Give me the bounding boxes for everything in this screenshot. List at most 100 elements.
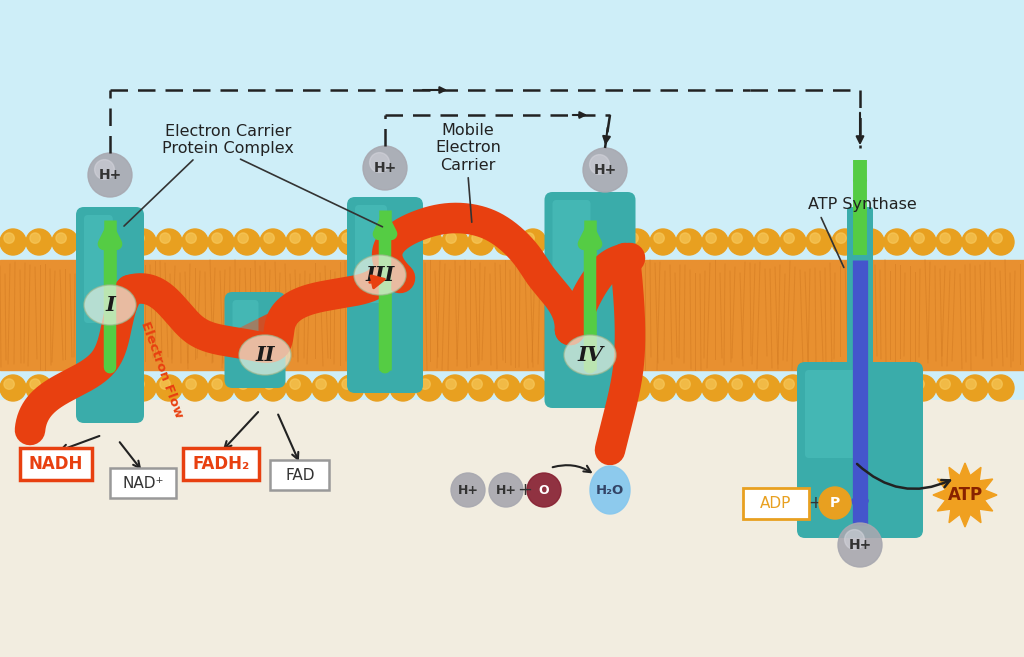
FancyBboxPatch shape bbox=[553, 200, 591, 308]
Circle shape bbox=[598, 229, 624, 255]
Circle shape bbox=[910, 229, 936, 255]
Circle shape bbox=[234, 375, 260, 401]
Circle shape bbox=[4, 379, 14, 390]
Text: H+: H+ bbox=[98, 168, 122, 182]
Text: ATP: ATP bbox=[947, 486, 983, 504]
FancyBboxPatch shape bbox=[84, 215, 113, 323]
Text: FAD: FAD bbox=[286, 468, 314, 482]
Circle shape bbox=[390, 375, 416, 401]
Circle shape bbox=[264, 379, 274, 390]
FancyBboxPatch shape bbox=[20, 448, 92, 480]
Text: H+: H+ bbox=[593, 163, 616, 177]
Text: FADH₂: FADH₂ bbox=[193, 455, 250, 473]
Circle shape bbox=[706, 233, 717, 243]
Circle shape bbox=[654, 379, 665, 390]
Circle shape bbox=[676, 229, 702, 255]
Circle shape bbox=[546, 229, 572, 255]
Circle shape bbox=[260, 375, 286, 401]
Circle shape bbox=[108, 379, 119, 390]
Circle shape bbox=[624, 229, 650, 255]
Circle shape bbox=[884, 375, 910, 401]
Circle shape bbox=[56, 233, 67, 243]
FancyBboxPatch shape bbox=[183, 448, 259, 480]
Circle shape bbox=[472, 379, 482, 390]
Circle shape bbox=[312, 229, 338, 255]
Circle shape bbox=[550, 379, 560, 390]
Circle shape bbox=[160, 233, 170, 243]
Circle shape bbox=[884, 229, 910, 255]
Circle shape bbox=[988, 375, 1014, 401]
Text: ATP Synthase: ATP Synthase bbox=[808, 198, 916, 212]
Circle shape bbox=[936, 375, 962, 401]
Text: I: I bbox=[105, 295, 115, 315]
Circle shape bbox=[527, 473, 561, 507]
Bar bbox=[0, 260, 1024, 370]
Circle shape bbox=[598, 375, 624, 401]
Circle shape bbox=[498, 379, 508, 390]
Circle shape bbox=[831, 375, 858, 401]
Circle shape bbox=[130, 375, 156, 401]
Circle shape bbox=[208, 229, 234, 255]
Text: NAD⁺: NAD⁺ bbox=[122, 476, 164, 491]
Ellipse shape bbox=[564, 335, 616, 375]
Circle shape bbox=[290, 379, 300, 390]
FancyBboxPatch shape bbox=[270, 460, 329, 490]
Circle shape bbox=[108, 233, 119, 243]
Ellipse shape bbox=[84, 285, 136, 325]
Circle shape bbox=[442, 375, 468, 401]
Text: ADP: ADP bbox=[760, 495, 792, 510]
Circle shape bbox=[78, 229, 104, 255]
Circle shape bbox=[442, 229, 468, 255]
Circle shape bbox=[208, 375, 234, 401]
Circle shape bbox=[862, 379, 872, 390]
Text: NADH: NADH bbox=[29, 455, 83, 473]
Circle shape bbox=[4, 233, 14, 243]
Circle shape bbox=[940, 233, 950, 243]
Circle shape bbox=[368, 233, 378, 243]
Circle shape bbox=[264, 233, 274, 243]
Circle shape bbox=[212, 233, 222, 243]
Circle shape bbox=[702, 229, 728, 255]
Circle shape bbox=[56, 379, 67, 390]
Circle shape bbox=[416, 229, 442, 255]
Circle shape bbox=[520, 375, 546, 401]
Circle shape bbox=[315, 379, 327, 390]
Circle shape bbox=[628, 379, 638, 390]
FancyBboxPatch shape bbox=[797, 362, 923, 538]
Circle shape bbox=[94, 160, 115, 179]
Circle shape bbox=[758, 233, 768, 243]
Polygon shape bbox=[933, 463, 997, 527]
Circle shape bbox=[913, 379, 925, 390]
Circle shape bbox=[445, 379, 457, 390]
Circle shape bbox=[819, 487, 851, 519]
Circle shape bbox=[312, 375, 338, 401]
Circle shape bbox=[342, 233, 352, 243]
FancyBboxPatch shape bbox=[224, 292, 286, 388]
Text: II: II bbox=[255, 345, 274, 365]
Circle shape bbox=[186, 233, 197, 243]
Circle shape bbox=[338, 375, 364, 401]
Circle shape bbox=[572, 229, 598, 255]
FancyBboxPatch shape bbox=[743, 488, 809, 519]
Circle shape bbox=[451, 473, 485, 507]
Circle shape bbox=[858, 229, 884, 255]
Circle shape bbox=[362, 146, 407, 190]
Text: Electron Flow: Electron Flow bbox=[138, 320, 185, 420]
Text: IV: IV bbox=[577, 345, 603, 365]
Circle shape bbox=[728, 375, 754, 401]
Circle shape bbox=[602, 233, 612, 243]
Circle shape bbox=[88, 153, 132, 197]
Circle shape bbox=[754, 375, 780, 401]
Circle shape bbox=[680, 233, 690, 243]
Circle shape bbox=[445, 233, 457, 243]
Circle shape bbox=[342, 379, 352, 390]
Circle shape bbox=[624, 375, 650, 401]
Circle shape bbox=[78, 375, 104, 401]
Circle shape bbox=[602, 379, 612, 390]
Circle shape bbox=[134, 233, 144, 243]
Circle shape bbox=[30, 233, 40, 243]
Circle shape bbox=[806, 229, 831, 255]
Circle shape bbox=[546, 375, 572, 401]
Circle shape bbox=[654, 233, 665, 243]
Circle shape bbox=[52, 375, 78, 401]
